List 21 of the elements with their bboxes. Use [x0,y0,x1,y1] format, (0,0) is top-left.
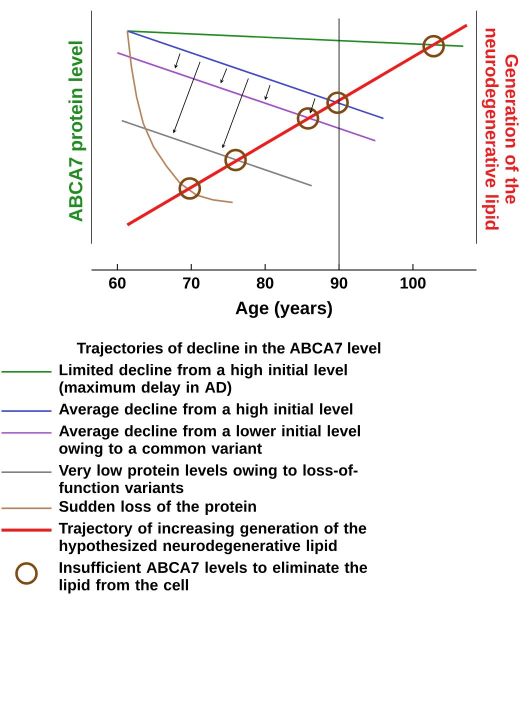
point [422,34,445,58]
point [326,91,349,114]
legend-label: Limited decline from a high initial level (maximum delay in AD) [59,364,347,396]
point [178,177,201,200]
legend-label: Average decline from a high initial level [58,403,352,418]
x-axis-title: Age (years) [235,301,332,318]
legend-label: Average decline from a lower initial level owing to a common variant [58,425,360,457]
x-tick-label: 100 [400,277,426,289]
y-axis-title: ABCA7 protein level [68,42,86,222]
point [224,148,247,172]
legend-label: Very low protein levels owing to loss-of-function variants [58,464,358,494]
legend-title: Trajectories of decline in the ABCA7 level [76,342,380,357]
y2-axis-title: Generation of the neurodegenerative lipid [482,28,518,230]
legend-label: Trajectory of increasing generation of the hypothesized neurodegenerative lipid [58,522,366,554]
x-tick-label: 90 [330,277,348,289]
x-tick-label: 80 [256,277,274,289]
x-tick-label: 70 [182,277,200,289]
x-tick-label: 60 [108,277,126,289]
legend-label: Insufficient ABCA7 levels to eliminate the lipid from the cell [59,562,367,594]
legend-label: Sudden loss of the protein [58,500,256,515]
point [296,107,320,130]
